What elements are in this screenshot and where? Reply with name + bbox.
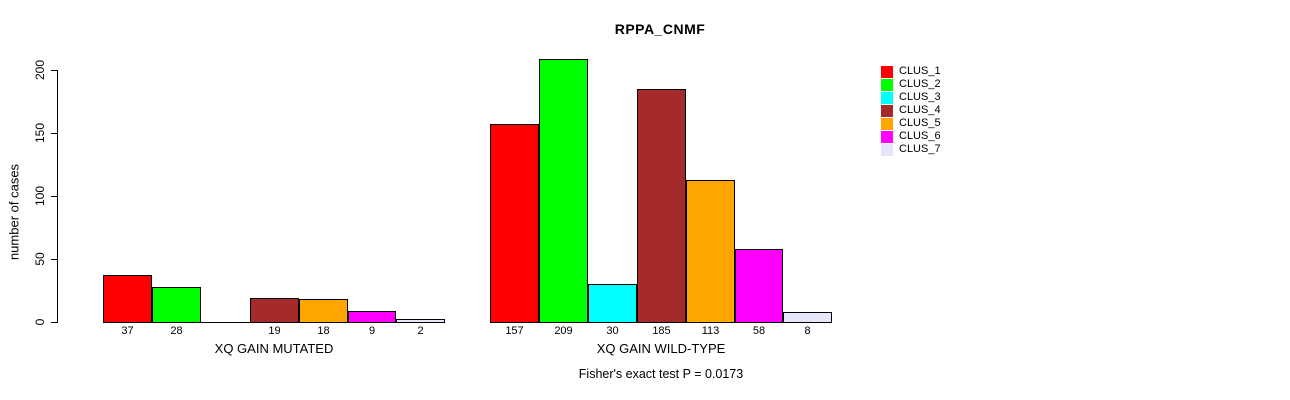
y-tick-label: 200 bbox=[33, 59, 47, 81]
bar-clus_1 bbox=[490, 124, 539, 323]
bar-value-label: 113 bbox=[701, 325, 720, 337]
x-axis-group-label: XQ GAIN WILD-TYPE bbox=[596, 341, 726, 356]
bar-value-label: 185 bbox=[652, 325, 671, 337]
bar-value-label: 58 bbox=[752, 325, 766, 337]
legend-swatch-clus_1 bbox=[881, 66, 893, 78]
bar-clus_4 bbox=[637, 89, 686, 323]
bar-clus_3 bbox=[588, 284, 637, 323]
bar-value-label: 2 bbox=[417, 325, 424, 337]
bar-value-label: 30 bbox=[606, 325, 619, 337]
bar-value-label: 209 bbox=[554, 325, 573, 337]
bar-value-label: 28 bbox=[170, 325, 183, 337]
y-tick-mark bbox=[51, 259, 57, 260]
bar-value-label: 157 bbox=[505, 325, 524, 337]
legend-swatch-clus_5 bbox=[881, 118, 893, 130]
bar-clus_6 bbox=[348, 311, 396, 323]
chart-title-text: RPPA_CNMF bbox=[614, 21, 706, 37]
chart-title: RPPA_CNMF bbox=[0, 21, 1290, 37]
legend-label-clus_3: CLUS_3 bbox=[899, 91, 941, 103]
y-tick-mark bbox=[51, 196, 57, 197]
y-tick-mark bbox=[51, 133, 57, 134]
bar-value-label: 8 bbox=[804, 325, 811, 337]
bar-value-label: 19 bbox=[268, 325, 281, 337]
bar-clus_7 bbox=[396, 319, 445, 323]
legend-label-clus_2: CLUS_2 bbox=[899, 78, 941, 90]
fisher-test-annotation: Fisher's exact test P = 0.0173 bbox=[578, 367, 744, 381]
legend-swatch-clus_2 bbox=[881, 79, 893, 91]
y-tick-label: 150 bbox=[33, 122, 47, 144]
y-axis-line bbox=[57, 70, 58, 323]
bar-value-label: 18 bbox=[317, 325, 330, 337]
legend-label-clus_6: CLUS_6 bbox=[899, 130, 941, 142]
legend-label-clus_1: CLUS_1 bbox=[899, 65, 941, 77]
y-tick-mark bbox=[51, 322, 57, 323]
y-axis-label: number of cases bbox=[6, 163, 22, 261]
x-axis-group-label: XQ GAIN MUTATED bbox=[214, 341, 334, 356]
bar-clus_5 bbox=[686, 180, 735, 323]
legend-swatch-clus_4 bbox=[881, 105, 893, 117]
bar-clus_2 bbox=[539, 59, 588, 323]
bar-clus_5 bbox=[299, 299, 348, 323]
legend-label-clus_7: CLUS_7 bbox=[899, 143, 941, 155]
bar-value-label: 9 bbox=[368, 325, 376, 337]
bar-clus_4 bbox=[250, 298, 299, 323]
bar-clus_7 bbox=[783, 312, 832, 323]
bar-clus_6 bbox=[735, 249, 783, 323]
bar-clus_2 bbox=[152, 287, 201, 323]
bar-clus_1 bbox=[103, 275, 152, 323]
legend-swatch-clus_7 bbox=[881, 144, 893, 156]
bar-value-label: 37 bbox=[121, 325, 134, 337]
y-tick-label: 100 bbox=[33, 185, 47, 207]
legend-swatch-clus_6 bbox=[881, 131, 893, 143]
legend-swatch-clus_3 bbox=[881, 92, 893, 104]
legend-label-clus_4: CLUS_4 bbox=[899, 104, 941, 116]
y-tick-label: 0 bbox=[33, 318, 47, 326]
y-tick-mark bbox=[51, 70, 57, 71]
legend-label-clus_5: CLUS_5 bbox=[899, 117, 941, 129]
y-tick-label: 50 bbox=[33, 252, 47, 266]
